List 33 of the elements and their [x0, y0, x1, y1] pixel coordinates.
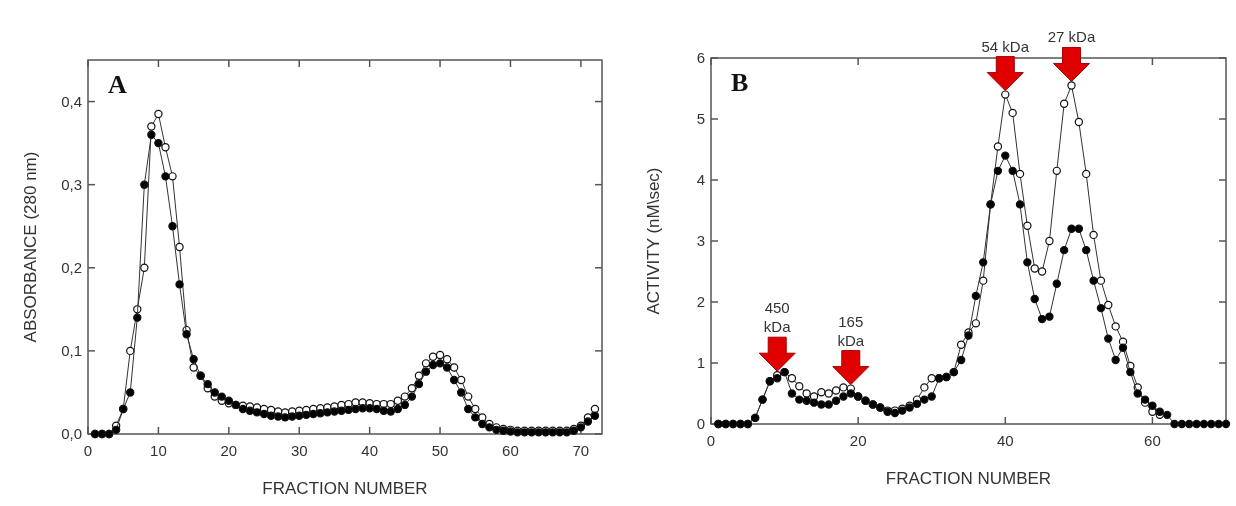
x-tick-label: 60: [1144, 432, 1161, 449]
annotation: 450 kDa: [763, 299, 792, 336]
x-tick-label: 70: [572, 442, 590, 459]
y-tick-label: 0: [696, 415, 705, 432]
annotation: 165 kDa: [837, 312, 865, 349]
y-axis-title: ABSORBANCE (280 nm): [21, 151, 40, 343]
x-axis-title: FRACTION NUMBER: [885, 469, 1052, 488]
x-tick-label: 60: [502, 442, 519, 459]
y-tick-label: 6: [696, 49, 705, 66]
x-tick-label: 10: [150, 442, 167, 459]
y-tick-label: 5: [696, 110, 705, 127]
x-tick-label: 40: [361, 442, 378, 459]
chart-title: B: [731, 68, 749, 97]
x-axis-title: FRACTION NUMBER: [262, 479, 428, 498]
x-tick-label: 50: [431, 442, 449, 459]
y-tick-label: 1: [696, 354, 705, 371]
y-tick-label: 4: [696, 171, 705, 188]
y-tick-label: 0,4: [61, 92, 82, 110]
y-tick-label: 3: [696, 232, 705, 249]
y-tick-label: 2: [696, 293, 705, 310]
y-tick-label: 0,0: [61, 425, 82, 442]
annotation: 27 kDa: [1047, 28, 1096, 46]
x-tick-label: 20: [220, 442, 238, 459]
y-tick-label: 0,3: [61, 175, 82, 193]
chart-title: A: [108, 70, 127, 99]
x-tick-label: 20: [849, 432, 867, 449]
x-tick-label: 0: [83, 442, 93, 459]
x-tick-label: 30: [290, 442, 308, 459]
y-tick-label: 0,1: [61, 341, 82, 359]
y-tick-label: 0,2: [61, 258, 82, 276]
x-tick-label: 40: [996, 432, 1014, 449]
y-axis-title: ACTIVITY (nM\sec): [644, 167, 663, 315]
annotation: 54 kDa: [981, 37, 1030, 55]
